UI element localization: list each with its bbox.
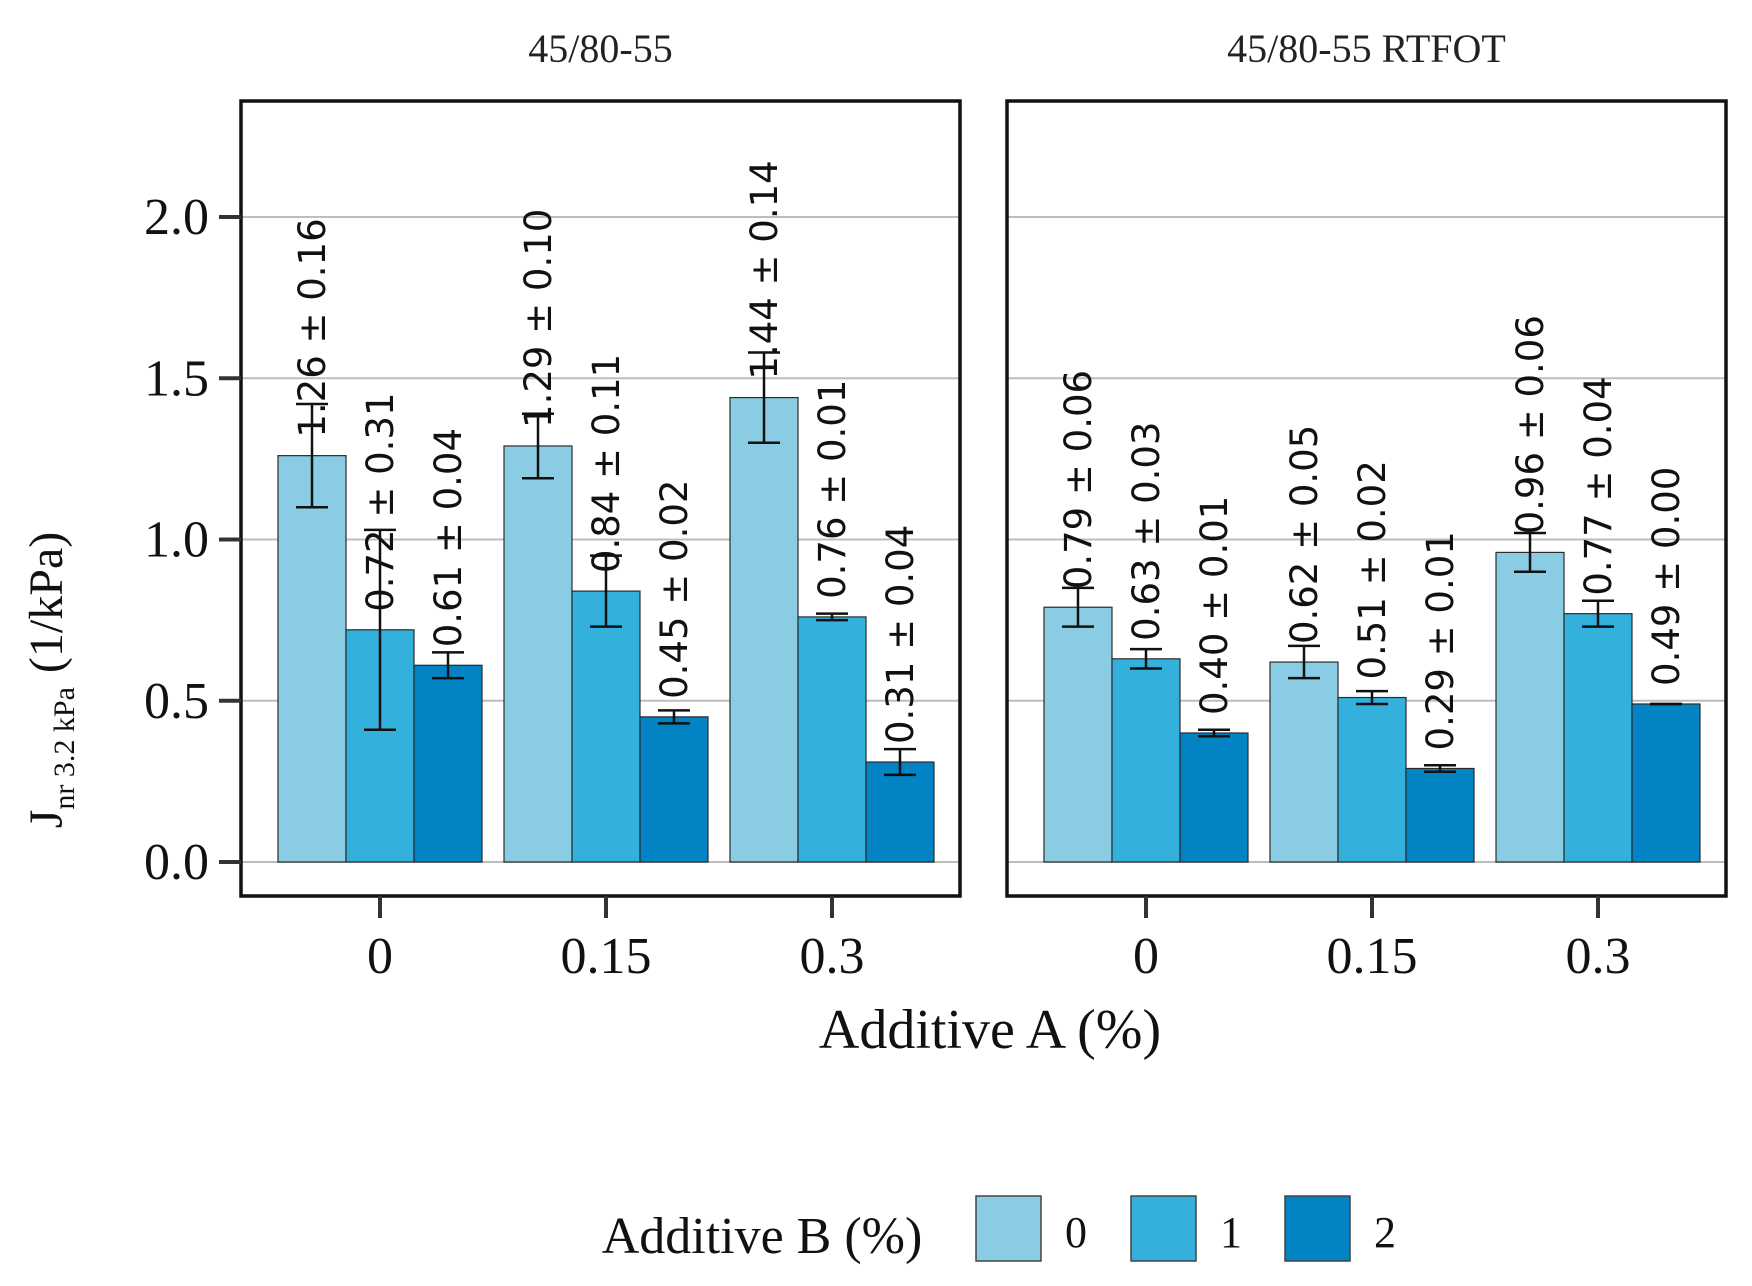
- y-tick-label: 2.0: [144, 189, 209, 246]
- legend-key: [1130, 1195, 1197, 1262]
- y-axis: 0.0 0.5 1.0 1.5 2.0: [144, 189, 241, 891]
- data-label: 0.63 ± 0.03: [1125, 422, 1168, 641]
- data-label: 0.62 ± 0.05: [1283, 425, 1326, 644]
- bar: [503, 445, 573, 863]
- data-label: 0.77 ± 0.04: [1577, 376, 1620, 595]
- y-axis-title-main: Jnr 3.2 kPa (1/kPa): [20, 532, 81, 829]
- panels: 1.26 ± 0.16 1.29 ± 0.10 1.44 ± 0.14 0.72 ± …: [239, 99, 1728, 985]
- x-tick-label: 0.3: [800, 928, 865, 985]
- legend-label: 0: [1065, 1208, 1087, 1257]
- facet-titles: 45/80-55 45/80-55 RTFOT: [528, 26, 1506, 71]
- legend-label: 2: [1374, 1208, 1396, 1257]
- bar: [1495, 551, 1565, 863]
- data-label: 0.79 ± 0.06: [1057, 370, 1100, 589]
- data-label: 0.45 ± 0.02: [653, 480, 696, 699]
- legend: Additive B (%) 0 1 2: [602, 1195, 1396, 1265]
- data-label: 0.31 ± 0.04: [879, 525, 922, 744]
- bar: [1043, 606, 1113, 863]
- bar: [277, 455, 347, 863]
- facet-title: 45/80-55 RTFOT: [1227, 26, 1506, 71]
- data-label: 1.29 ± 0.10: [517, 209, 560, 428]
- data-label: 0.29 ± 0.01: [1419, 531, 1462, 750]
- bar: [571, 590, 641, 863]
- data-label: 1.44 ± 0.14: [743, 160, 786, 379]
- panel-2: 0.79 ± 0.06 0.62 ± 0.05 0.96 ± 0.06 0.63 ± …: [1005, 99, 1728, 985]
- panel-1: 1.26 ± 0.16 1.29 ± 0.10 1.44 ± 0.14 0.72 ± …: [239, 99, 962, 985]
- bar: [639, 716, 709, 863]
- data-label: 0.51 ± 0.02: [1351, 460, 1394, 679]
- panel-border: [239, 99, 962, 898]
- bar: [729, 397, 799, 863]
- y-axis-title-subscript: nr 3.2 kPa: [48, 687, 81, 810]
- data-label: 0.96 ± 0.06: [1509, 315, 1552, 534]
- facet-title: 45/80-55: [528, 26, 672, 71]
- bar: [797, 616, 867, 863]
- y-axis-title-unit: (1/kPa): [20, 532, 73, 673]
- legend-title: Additive B (%): [602, 1208, 923, 1265]
- legend-key: [975, 1195, 1042, 1262]
- legend-key: [1284, 1195, 1351, 1262]
- bar: [1631, 703, 1701, 863]
- data-label: 0.76 ± 0.01: [811, 380, 854, 599]
- data-label: 0.84 ± 0.11: [585, 354, 628, 573]
- x-tick-label: 0.3: [1566, 928, 1631, 985]
- y-tick-label: 1.0: [144, 512, 209, 569]
- y-tick-label: 0.0: [144, 834, 209, 891]
- y-axis-title-symbol: J: [20, 810, 73, 829]
- data-label: 0.40 ± 0.01: [1193, 496, 1236, 715]
- bar: [1563, 613, 1633, 863]
- x-tick-label: 0.15: [1327, 928, 1418, 985]
- x-tick-label: 0: [1133, 928, 1159, 985]
- data-label: 0.49 ± 0.00: [1645, 467, 1688, 686]
- bar: [1337, 696, 1407, 863]
- data-label: 0.61 ± 0.04: [427, 428, 470, 647]
- y-axis-title: Jnr 3.2 kPa (1/kPa): [20, 532, 81, 829]
- bar: [865, 761, 935, 863]
- x-axis-title: Additive A (%): [819, 999, 1161, 1061]
- y-tick-label: 0.5: [144, 673, 209, 730]
- x-tick-label: 0.15: [561, 928, 652, 985]
- x-tick-label: 0: [367, 928, 393, 985]
- bar: [1111, 658, 1181, 863]
- bar: [413, 664, 483, 863]
- y-tick-label: 1.5: [144, 350, 209, 407]
- data-label: 0.72 ± 0.31: [359, 393, 402, 612]
- legend-label: 1: [1220, 1208, 1242, 1257]
- bar: [1179, 732, 1249, 863]
- data-label: 1.26 ± 0.16: [291, 218, 334, 437]
- bar: [1405, 767, 1475, 863]
- panel-border: [1005, 99, 1728, 898]
- bar: [1269, 661, 1339, 863]
